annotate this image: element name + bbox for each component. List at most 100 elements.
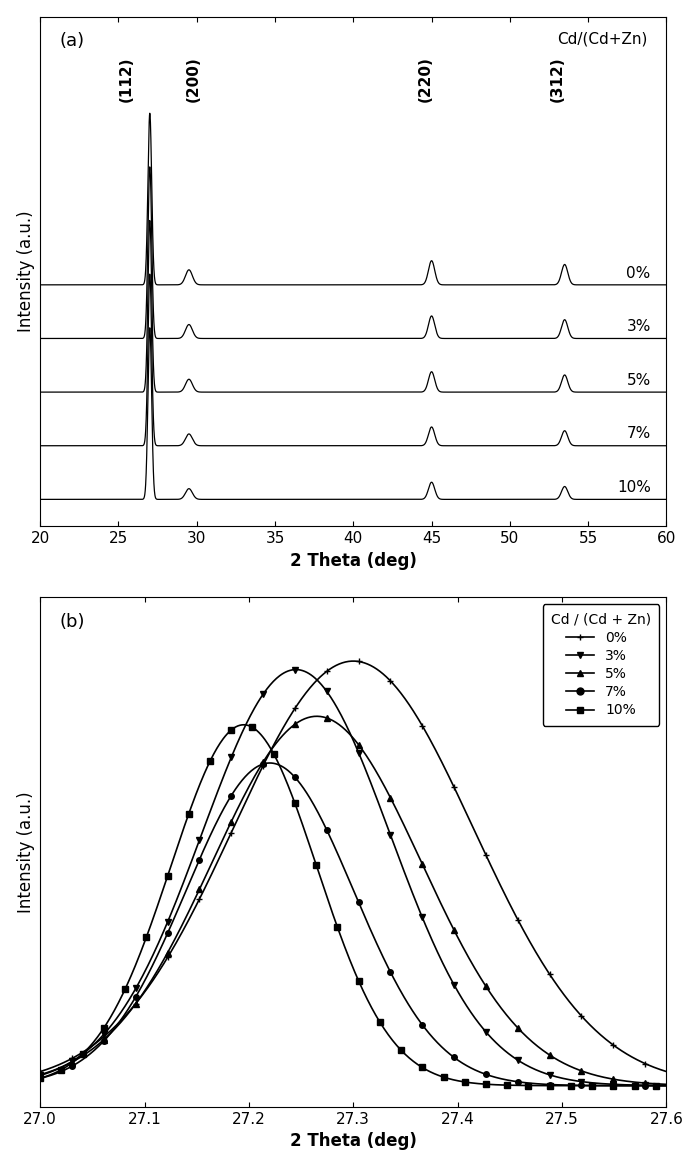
Text: 5%: 5% (626, 372, 651, 387)
10% (461, 1075, 469, 1089)
Text: (112): (112) (119, 57, 134, 103)
5% (323, 711, 331, 725)
7% (641, 1078, 650, 1092)
7% (354, 895, 363, 909)
Text: 0%: 0% (626, 266, 651, 280)
5% (578, 1064, 586, 1078)
5% (418, 857, 426, 871)
0% (641, 1056, 650, 1070)
3% (609, 1077, 617, 1091)
0% (323, 664, 331, 678)
10% (121, 983, 130, 997)
7% (259, 757, 267, 771)
5% (259, 755, 267, 769)
10% (609, 1078, 617, 1092)
5% (99, 1033, 108, 1047)
Y-axis label: Intensity (a.u.): Intensity (a.u.) (17, 210, 35, 333)
7% (132, 990, 140, 1004)
5% (545, 1048, 554, 1062)
Line: 7%: 7% (37, 761, 648, 1089)
10% (652, 1078, 660, 1092)
5% (36, 1068, 44, 1082)
0% (450, 781, 459, 795)
10% (588, 1078, 596, 1092)
5% (641, 1076, 650, 1090)
7% (450, 1050, 459, 1064)
3% (68, 1054, 76, 1068)
10% (99, 1021, 108, 1035)
0% (227, 825, 235, 839)
3% (163, 915, 172, 929)
3% (545, 1068, 554, 1082)
5% (163, 945, 172, 959)
3% (99, 1027, 108, 1041)
X-axis label: 2 Theta (deg): 2 Theta (deg) (290, 552, 416, 569)
7% (578, 1078, 586, 1092)
7% (323, 823, 331, 837)
7% (545, 1077, 554, 1091)
7% (163, 927, 172, 941)
0% (36, 1064, 44, 1078)
7% (514, 1075, 522, 1089)
0% (132, 997, 140, 1011)
3% (482, 1025, 490, 1039)
10% (185, 806, 193, 820)
Line: 0%: 0% (37, 658, 649, 1075)
5% (195, 882, 204, 896)
3% (578, 1075, 586, 1089)
7% (36, 1071, 44, 1085)
0% (482, 848, 490, 862)
Text: (b): (b) (59, 613, 85, 630)
5% (132, 997, 140, 1011)
5% (514, 1021, 522, 1035)
3% (290, 663, 299, 677)
5% (354, 738, 363, 752)
10% (545, 1078, 554, 1092)
10% (290, 796, 299, 810)
10% (36, 1071, 44, 1085)
0% (163, 950, 172, 964)
10% (354, 974, 363, 988)
5% (227, 815, 235, 829)
Y-axis label: Intensity (a.u.): Intensity (a.u.) (17, 791, 35, 913)
3% (132, 981, 140, 995)
5% (482, 979, 490, 993)
10% (503, 1078, 512, 1092)
3% (259, 687, 267, 701)
3% (386, 827, 395, 841)
10% (333, 920, 342, 934)
3% (450, 978, 459, 992)
Text: (312): (312) (550, 57, 564, 103)
10% (57, 1063, 66, 1077)
7% (195, 853, 204, 867)
Text: 7%: 7% (626, 426, 651, 441)
Line: 3%: 3% (37, 666, 649, 1089)
10% (227, 724, 235, 738)
Text: 10%: 10% (617, 480, 651, 495)
10% (163, 869, 172, 883)
0% (578, 1009, 586, 1023)
Text: (220): (220) (418, 57, 433, 103)
Text: Cd/(Cd+Zn): Cd/(Cd+Zn) (557, 32, 648, 47)
0% (354, 655, 363, 669)
7% (482, 1068, 490, 1082)
5% (609, 1072, 617, 1086)
X-axis label: 2 Theta (deg): 2 Theta (deg) (290, 1132, 416, 1151)
7% (290, 770, 299, 784)
5% (386, 791, 395, 805)
0% (290, 701, 299, 715)
10% (206, 754, 214, 768)
Legend: 0%, 3%, 5%, 7%, 10%: 0%, 3%, 5%, 7%, 10% (542, 605, 659, 726)
10% (376, 1015, 384, 1029)
10% (312, 858, 321, 872)
10% (270, 747, 278, 761)
3% (36, 1069, 44, 1083)
7% (418, 1018, 426, 1032)
5% (450, 923, 459, 937)
10% (142, 930, 150, 944)
10% (567, 1078, 575, 1092)
10% (418, 1061, 426, 1075)
5% (68, 1055, 76, 1069)
Text: (200): (200) (186, 57, 201, 103)
7% (99, 1034, 108, 1048)
